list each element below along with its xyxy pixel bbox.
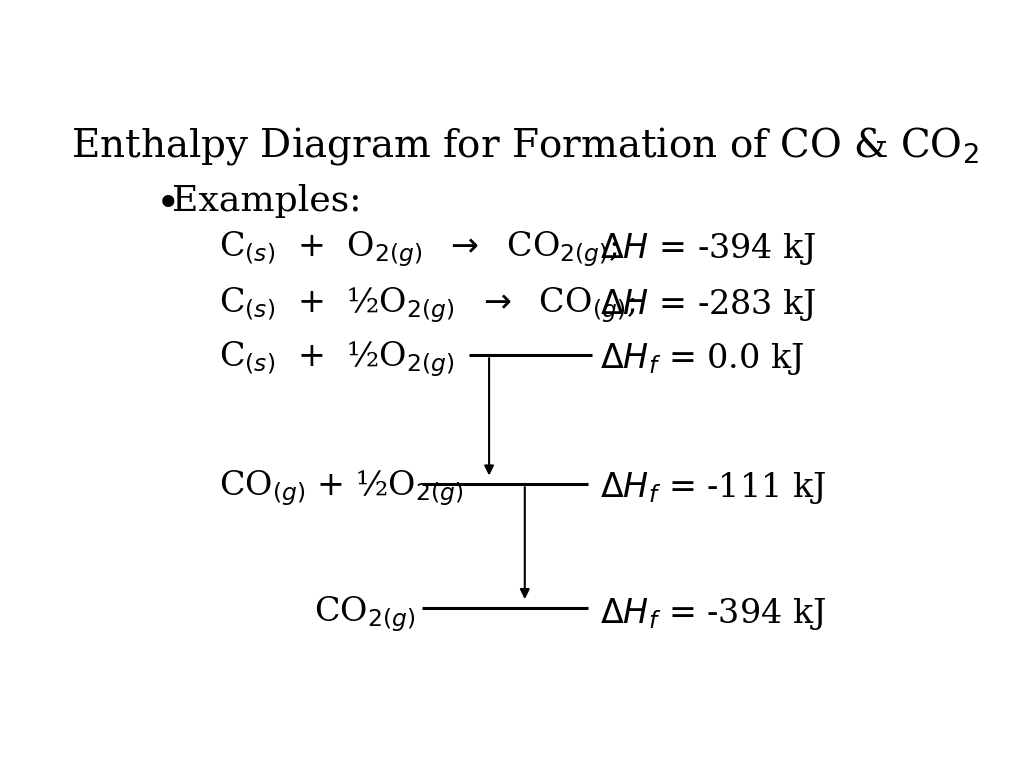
- Text: CO$_{2(g)}$: CO$_{2(g)}$: [314, 594, 416, 634]
- Text: $\Delta H$$_f$ = -111 kJ: $\Delta H$$_f$ = -111 kJ: [600, 470, 826, 506]
- Text: $\Delta H$ = -283 kJ: $\Delta H$ = -283 kJ: [600, 287, 817, 323]
- Text: •: •: [156, 184, 180, 226]
- Text: C$_{(s)}$  +  ½O$_{2(g)}$: C$_{(s)}$ + ½O$_{2(g)}$: [219, 339, 455, 379]
- Text: Enthalpy Diagram for Formation of CO & CO$_2$: Enthalpy Diagram for Formation of CO & C…: [71, 124, 979, 167]
- Text: C$_{(s)}$  +  O$_{2(g)}$  $\rightarrow$  CO$_{2(g)}$;: C$_{(s)}$ + O$_{2(g)}$ $\rightarrow$ CO$…: [219, 229, 618, 269]
- Text: $\Delta H$$_f$ = 0.0 kJ: $\Delta H$$_f$ = 0.0 kJ: [600, 342, 805, 377]
- Text: $\Delta H$ = -394 kJ: $\Delta H$ = -394 kJ: [600, 231, 817, 266]
- Text: CO$_{(g)}$ + ½O$_{2(g)}$: CO$_{(g)}$ + ½O$_{2(g)}$: [219, 468, 464, 508]
- Text: C$_{(s)}$  +  ½O$_{2(g)}$  $\rightarrow$  CO$_{(g)}$;: C$_{(s)}$ + ½O$_{2(g)}$ $\rightarrow$ CO…: [219, 285, 636, 325]
- Text: $\Delta H$$_f$ = -394 kJ: $\Delta H$$_f$ = -394 kJ: [600, 596, 826, 632]
- Text: Examples:: Examples:: [172, 184, 361, 218]
